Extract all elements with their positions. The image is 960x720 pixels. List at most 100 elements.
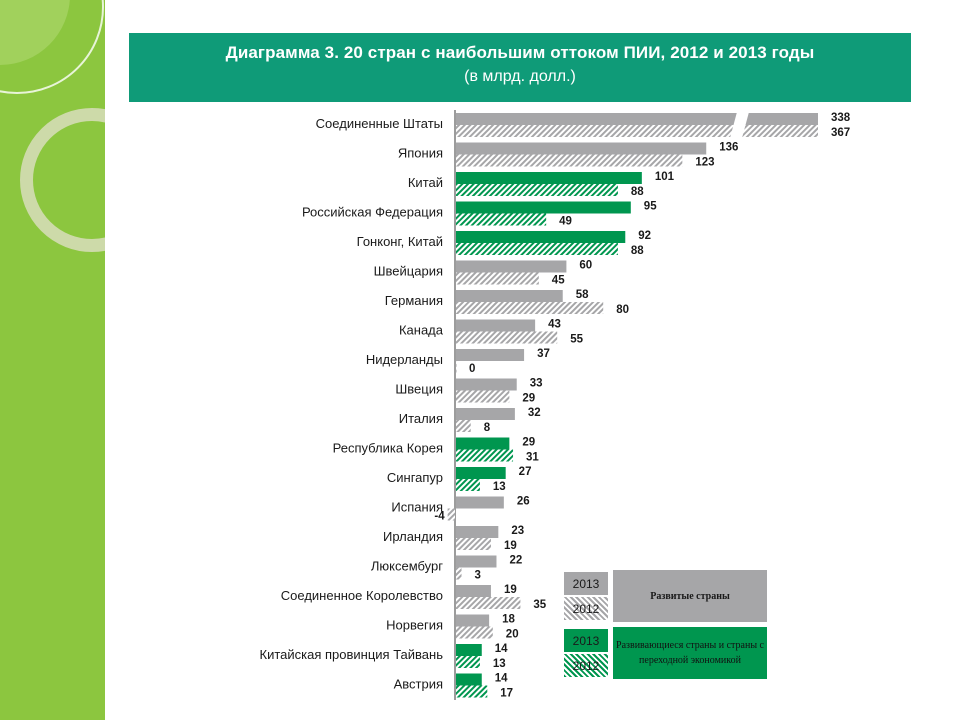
bar-2012 xyxy=(456,361,457,373)
category-label: Сингапур xyxy=(387,470,443,485)
value-label-2012: 88 xyxy=(631,245,644,257)
bar-2013 xyxy=(456,673,482,686)
value-label-2013: 37 xyxy=(537,348,550,360)
category-label: Российская Федерация xyxy=(302,205,443,220)
value-label-2012: 123 xyxy=(695,157,714,169)
bar-2012 xyxy=(456,626,493,639)
bar-2013 xyxy=(456,113,818,125)
value-label-2012: 88 xyxy=(631,186,644,198)
bar-2012 xyxy=(456,243,618,255)
bar-2012 xyxy=(456,567,462,580)
value-label-2012: 17 xyxy=(500,688,513,700)
value-label-2013: 60 xyxy=(579,260,592,272)
value-label-2013: 29 xyxy=(522,437,535,449)
category-label: Япония xyxy=(398,146,443,161)
value-label-2013: 32 xyxy=(528,407,541,419)
value-label-2012: 19 xyxy=(504,540,517,552)
chart-header: Диаграмма 3. 20 стран с наибольшим отток… xyxy=(129,33,911,102)
value-label-2013: 23 xyxy=(511,525,524,537)
value-label-2012: 13 xyxy=(493,481,506,493)
category-label: Соединенное Королевство xyxy=(281,588,443,603)
bar-2012 xyxy=(456,685,488,698)
bar-2013 xyxy=(456,319,536,332)
bar-2013 xyxy=(456,526,499,538)
legend-swatch-2012: 2012 xyxy=(564,597,608,620)
bar-2013 xyxy=(456,260,567,273)
bar-2012 xyxy=(456,125,818,137)
value-label-2013: 14 xyxy=(495,643,508,655)
category-label: Ирландия xyxy=(383,529,443,544)
bar-2013 xyxy=(456,290,563,302)
legend-label-developing: Развивающиеся страны и страны с переходн… xyxy=(613,627,767,679)
value-label-2012: 0 xyxy=(469,363,475,375)
bar-2013 xyxy=(456,555,497,568)
value-label-2012: 13 xyxy=(493,658,506,670)
value-label-2012: 49 xyxy=(559,216,572,228)
value-label-2012: 367 xyxy=(831,127,850,139)
sidebar-decoration xyxy=(0,0,105,720)
value-label-2013: 14 xyxy=(495,673,508,685)
category-label: Соединенные Штаты xyxy=(316,116,443,131)
legend-swatch-2012: 2012 xyxy=(564,654,608,677)
value-label-2013: 101 xyxy=(655,171,675,183)
bar-2013 xyxy=(456,231,626,243)
legend-label-developed: Развитые страны xyxy=(613,570,767,622)
bar-2013 xyxy=(456,172,642,184)
category-label: Нидерланды xyxy=(366,352,443,367)
category-label: Австрия xyxy=(394,677,443,692)
bar-2013 xyxy=(456,644,482,656)
category-label: Италия xyxy=(399,411,443,426)
bar-2013 xyxy=(456,585,491,597)
category-label: Испания xyxy=(391,500,443,515)
bar-2012 xyxy=(456,449,514,462)
value-label-2012: -4 xyxy=(434,511,445,523)
legend-swatch-2013: 2013 xyxy=(564,629,608,652)
bar-2013 xyxy=(456,408,515,420)
bar-2012 xyxy=(456,184,618,196)
chart-title: Диаграмма 3. 20 стран с наибольшим отток… xyxy=(225,43,815,62)
value-label-2012: 29 xyxy=(522,393,535,405)
legend-developed: 2013 2012 Развитые страны xyxy=(564,570,767,622)
bar-2012 xyxy=(456,420,471,432)
value-label-2013: 338 xyxy=(831,112,851,124)
category-label: Республика Корея xyxy=(333,441,443,456)
bar-2013 xyxy=(456,496,504,509)
bar-2012 xyxy=(456,331,558,344)
value-label-2012: 31 xyxy=(526,452,539,464)
value-label-2012: 45 xyxy=(552,275,565,287)
value-label-2013: 26 xyxy=(517,496,530,508)
value-label-2013: 43 xyxy=(548,319,561,331)
value-label-2012: 20 xyxy=(506,629,519,641)
bar-2012 xyxy=(456,597,521,609)
bar-2013 xyxy=(456,201,631,214)
category-label: Китай xyxy=(408,175,443,190)
category-label: Гонконг, Китай xyxy=(357,234,443,249)
value-label-2012: 55 xyxy=(570,334,583,346)
bar-2013 xyxy=(456,142,707,155)
value-label-2013: 58 xyxy=(576,289,589,301)
value-label-2013: 18 xyxy=(502,614,515,626)
bar-2012 xyxy=(456,538,491,550)
value-label-2012: 80 xyxy=(616,304,629,316)
bar-2013 xyxy=(456,349,525,361)
value-label-2013: 95 xyxy=(644,201,657,213)
value-label-2013: 33 xyxy=(530,378,543,390)
category-label: Люксембург xyxy=(371,559,443,574)
legend-swatch-2013: 2013 xyxy=(564,572,608,595)
bar-2013 xyxy=(456,614,490,627)
chart-subtitle: (в млрд. долл.) xyxy=(464,68,576,85)
bar-2012 xyxy=(456,390,510,403)
bar-2012 xyxy=(456,479,480,491)
bar-2013 xyxy=(456,378,517,391)
category-label: Швеция xyxy=(395,382,443,397)
axis-break-marker xyxy=(729,111,750,139)
value-label-2013: 22 xyxy=(509,555,522,567)
value-label-2012: 8 xyxy=(484,422,491,434)
value-label-2012: 35 xyxy=(533,599,546,611)
value-label-2013: 27 xyxy=(519,466,532,478)
value-label-2013: 19 xyxy=(504,584,517,596)
bar-2012 xyxy=(456,656,480,668)
value-label-2013: 136 xyxy=(719,142,738,154)
